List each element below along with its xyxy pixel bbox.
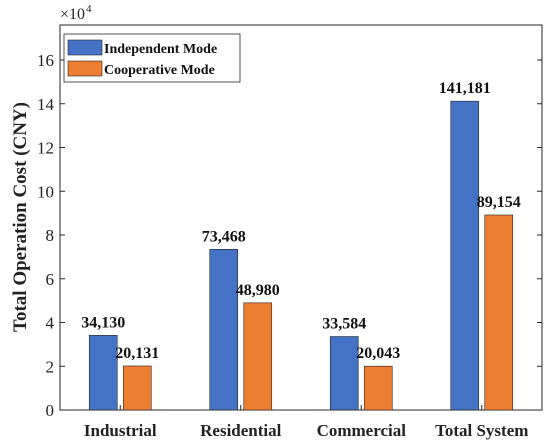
bars <box>88 100 514 411</box>
y-tick-label: 6 <box>46 270 55 289</box>
data-labels: 34,130 20,131 73,468 48,980 33,584 20,043 141,… <box>81 80 521 362</box>
x-tick-label: Residential <box>200 421 282 440</box>
legend-swatch-independent <box>67 39 103 56</box>
bar-cooperative <box>243 302 273 411</box>
bar-independent <box>450 100 480 411</box>
bar-cooperative <box>363 365 393 411</box>
bar-cooperative <box>122 365 152 411</box>
bar-independent <box>329 336 359 411</box>
data-label: 34,130 <box>81 314 125 331</box>
y-tick-label: 14 <box>37 95 55 114</box>
data-label: 73,468 <box>202 228 246 245</box>
y-tick-label: 16 <box>37 51 54 70</box>
y-tick-label: 4 <box>46 314 55 333</box>
data-label: 89,154 <box>477 194 521 211</box>
scale-exponent: 4 <box>86 3 92 15</box>
data-label: 20,131 <box>115 345 159 362</box>
y-tick-label: 12 <box>37 139 54 158</box>
x-tick-label: Commercial <box>317 421 407 440</box>
y-axis-ticks: 0 2 4 6 8 10 12 14 16 <box>37 51 542 420</box>
data-label: 48,980 <box>236 282 280 299</box>
legend-label-cooperative: Cooperative Mode <box>104 63 215 78</box>
x-tick-label: Industrial <box>84 421 157 440</box>
y-tick-label: 10 <box>37 182 54 201</box>
y-tick-label: 0 <box>46 401 55 420</box>
x-axis-ticks: Industrial Residential Commercial Total Sys… <box>84 405 528 440</box>
data-label: 20,043 <box>356 345 400 362</box>
y-tick-label: 8 <box>46 226 55 245</box>
bar-independent <box>88 335 118 411</box>
bar-independent <box>209 248 239 411</box>
legend-swatch-cooperative <box>67 60 103 77</box>
legend: Independent Mode Cooperative Mode <box>63 33 241 83</box>
data-label: 141,181 <box>439 80 491 97</box>
x-tick-label: Total System <box>435 421 528 440</box>
scale-multiplier: ×10 <box>60 6 85 23</box>
y-tick-label: 2 <box>46 357 55 376</box>
y-axis-label: Total Operation Cost (CNY) <box>10 102 31 332</box>
bar-cooperative <box>484 214 514 411</box>
data-label: 33,584 <box>322 316 366 333</box>
legend-label-independent: Independent Mode <box>104 42 217 57</box>
